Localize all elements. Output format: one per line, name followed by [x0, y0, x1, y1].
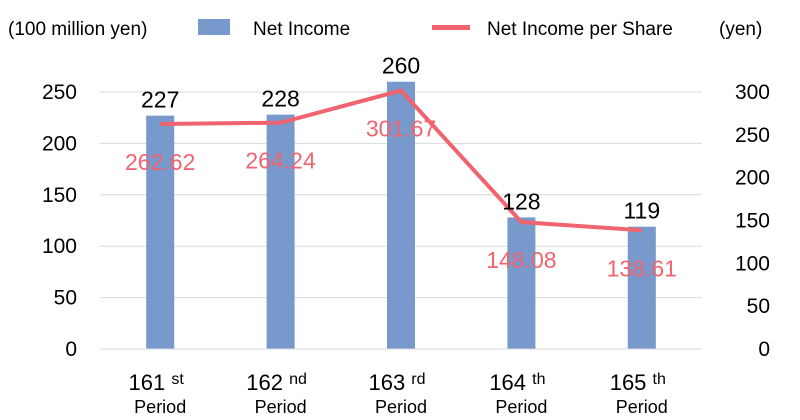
- data-labels: 227 228 260 128 119 262.62 264.24 301.67 148.08 1…: [125, 53, 677, 282]
- legend: (100 million yen) Net Income Net Income …: [8, 19, 762, 40]
- line-value-label: 138.61: [607, 255, 677, 281]
- category-label: 161 st: [129, 370, 185, 395]
- left-tick-label: 0: [65, 338, 77, 361]
- left-axis-unit: (100 million yen): [8, 19, 147, 40]
- right-tick-label: 300: [735, 81, 770, 104]
- right-axis-unit: (yen): [719, 19, 762, 40]
- line-value-label: 262.62: [125, 149, 195, 175]
- legend-swatch-net-income-per-share: [432, 25, 470, 30]
- bar: [627, 226, 656, 349]
- category-label-period: Period: [495, 397, 547, 417]
- right-tick-label: 150: [735, 210, 770, 233]
- category-label-period: Period: [375, 397, 427, 417]
- right-tick-label: 0: [758, 338, 770, 361]
- left-tick-label: 200: [42, 132, 77, 155]
- legend-label-net-income: Net Income: [253, 19, 350, 40]
- bar-value-label: 260: [382, 53, 420, 79]
- line-value-label: 301.67: [366, 116, 436, 142]
- left-tick-label: 250: [42, 81, 77, 104]
- bar: [507, 217, 536, 349]
- bar-series-net-income: [146, 81, 656, 349]
- left-tick-label: 150: [42, 184, 77, 207]
- category-label-period: Period: [616, 397, 668, 417]
- category-label: 164 th: [489, 370, 545, 395]
- line-value-label: 148.08: [486, 247, 556, 273]
- category-label-period: Period: [255, 397, 307, 417]
- legend-label-net-income-per-share: Net Income per Share: [487, 19, 673, 40]
- bar-value-label: 227: [141, 87, 179, 113]
- bar-value-label: 119: [623, 198, 660, 224]
- bar: [387, 81, 415, 349]
- bar: [146, 115, 175, 349]
- right-tick-label: 200: [735, 167, 770, 190]
- line-value-label: 264.24: [245, 148, 316, 174]
- left-tick-label: 50: [54, 287, 77, 310]
- category-label-period: Period: [134, 397, 186, 417]
- line-series-net-income-per-share: [160, 88, 642, 233]
- bar: [266, 114, 295, 349]
- category-label: 162 nd: [246, 370, 307, 395]
- legend-swatch-net-income: [198, 19, 230, 35]
- left-tick-label: 100: [42, 235, 77, 258]
- right-tick-label: 100: [735, 252, 770, 275]
- series-line: [160, 88, 642, 233]
- right-tick-label: 50: [747, 295, 770, 318]
- category-label: 165 th: [610, 370, 666, 395]
- bar-value-label: 128: [502, 188, 540, 214]
- right-tick-label: 250: [735, 124, 770, 147]
- bar-value-label: 228: [261, 86, 299, 112]
- category-label: 163 rd: [368, 370, 425, 395]
